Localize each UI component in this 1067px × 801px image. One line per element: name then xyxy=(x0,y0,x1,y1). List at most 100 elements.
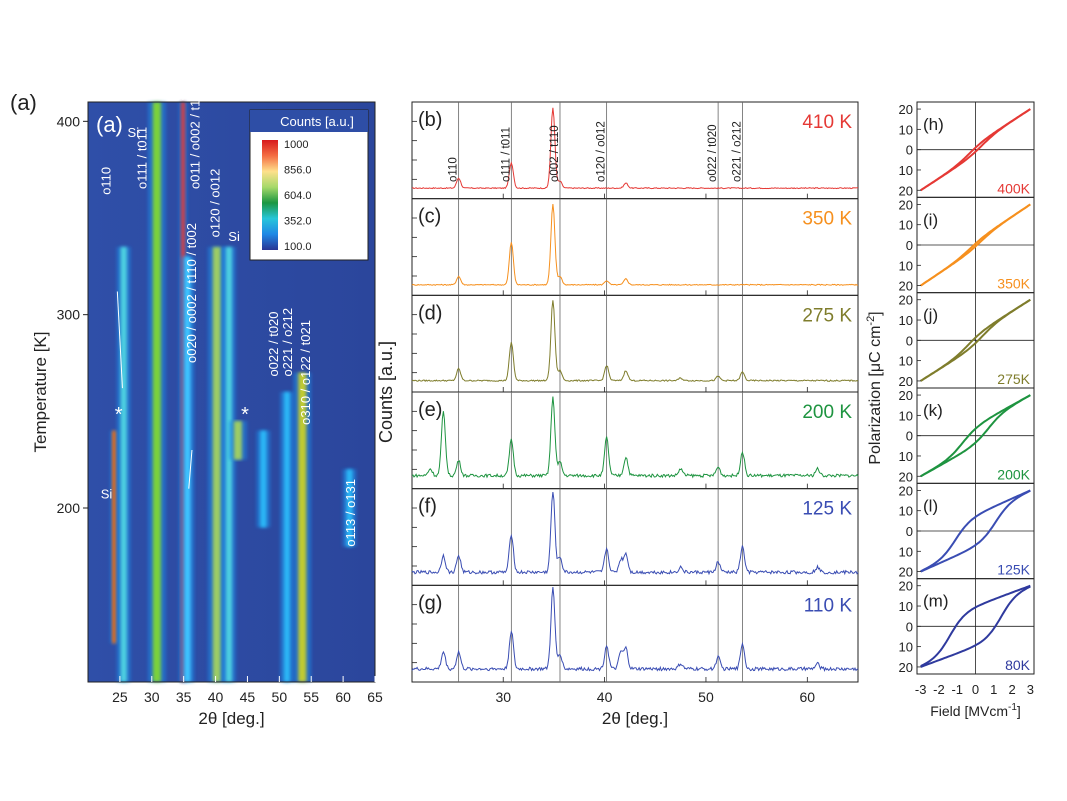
x-tick-label: 35 xyxy=(176,689,192,705)
reference-label: o002 / t110 xyxy=(549,125,561,182)
x-axis-label: 2θ [deg.] xyxy=(198,709,264,728)
xrd-pattern xyxy=(411,396,859,479)
panel-label: (c) xyxy=(418,206,441,228)
y-tick-label: 0 xyxy=(906,429,913,444)
heatmap-ridge xyxy=(120,247,127,682)
heatmap-ridge xyxy=(260,430,267,528)
y-tick-label: 20 xyxy=(899,660,913,675)
label-part: Field [MVcm xyxy=(930,703,1008,719)
x-tick-label: -3 xyxy=(915,682,927,697)
heatmap-ridge xyxy=(225,247,233,682)
xrd-pattern xyxy=(411,492,859,576)
panel-label: (i) xyxy=(923,210,938,229)
reference-label: o022 / t020 xyxy=(707,124,719,182)
peak-annotation: Si xyxy=(101,486,113,501)
x-tick-label: 50 xyxy=(272,689,288,705)
y-tick-label: 10 xyxy=(899,122,913,137)
y-tick-label: 10 xyxy=(899,313,913,328)
hysteresis-branch xyxy=(920,203,1031,287)
x-tick-label: 60 xyxy=(335,689,351,705)
xrd-pattern xyxy=(412,107,858,190)
label-part: Polarization [μC cm xyxy=(867,326,884,465)
y-tick-label: 20 xyxy=(899,293,913,308)
heatmap-frame xyxy=(87,101,376,683)
peak-annotation: o011 / o002 / t110 / t002 xyxy=(188,50,203,189)
peak-annotation: Si xyxy=(228,229,240,244)
peak-annotation: o221 / o212 xyxy=(280,308,295,377)
label-part: ] xyxy=(1017,703,1021,719)
x-tick-label: 55 xyxy=(303,689,319,705)
y-tick-label: 20 xyxy=(899,579,913,594)
y-tick-label: 0 xyxy=(906,333,913,348)
temperature-label: 110 K xyxy=(804,595,853,616)
x-tick-label: 40 xyxy=(597,689,613,705)
y-tick-label: 20 xyxy=(899,279,913,294)
y-tick-label: 20 xyxy=(899,469,913,484)
heatmap-ridge xyxy=(298,372,307,682)
temperature-label: 275 K xyxy=(802,305,852,326)
x-tick-label: 25 xyxy=(112,689,128,705)
temperature-label: 125 K xyxy=(802,499,852,520)
label-sup: -2 xyxy=(865,316,877,326)
temperature-label: 400K xyxy=(997,180,1030,196)
panel-label: (j) xyxy=(923,306,938,325)
annotation-arrow xyxy=(188,449,193,489)
y-axis-label: Polarization [μC cm-2] xyxy=(865,311,884,464)
y-tick-label: 10 xyxy=(899,218,913,233)
annotation-arrow xyxy=(116,291,123,389)
y-tick-label: 20 xyxy=(899,483,913,498)
panel-label: (m) xyxy=(923,592,948,611)
hysteresis-branch xyxy=(920,584,1031,667)
hysteresis-panels: 201001020(h)400K201001020(i)350K20100102… xyxy=(865,101,1035,719)
temperature-label: 275K xyxy=(997,371,1030,387)
reference-label: o221 / o212 xyxy=(731,121,743,182)
panel-label: (k) xyxy=(923,401,943,420)
xrd-subpanel xyxy=(411,584,859,683)
x-tick-label: 50 xyxy=(698,689,714,705)
colorbar-title-bg xyxy=(250,110,368,132)
label-sup: -1 xyxy=(1008,702,1017,713)
y-tick-label: 0 xyxy=(906,143,913,158)
y-tick-label: 20 xyxy=(899,197,913,212)
x-tick-label: 3 xyxy=(1027,682,1034,697)
colorbar-tick-label: 100.0 xyxy=(284,241,312,253)
peak-annotation: o020 / o002 / t110 / t002 xyxy=(184,223,199,363)
figure-label: (a) xyxy=(10,90,37,115)
panel-label: (b) xyxy=(418,109,442,131)
xrd-pattern xyxy=(411,587,859,672)
y-tick-label: 400 xyxy=(57,113,81,129)
y-axis-label: Temperature [K] xyxy=(31,332,50,453)
heatmap-ridge xyxy=(283,392,291,682)
x-tick-label: 65 xyxy=(367,689,383,705)
xrd-subpanel xyxy=(411,101,859,200)
panel-label: (a) xyxy=(96,112,123,137)
x-tick-label: 2 xyxy=(1008,682,1015,697)
hysteresis-branch xyxy=(920,108,1031,192)
x-tick-label: 0 xyxy=(972,682,979,697)
panel-label: (l) xyxy=(923,496,938,515)
xrd-subpanel xyxy=(411,198,859,296)
y-tick-label: 20 xyxy=(899,374,913,389)
x-axis-label: Field [MVcm-1] xyxy=(930,702,1021,719)
x-tick-label: -1 xyxy=(951,682,963,697)
hysteresis-branch xyxy=(920,298,1031,382)
x-tick-label: 30 xyxy=(495,689,511,705)
panel-label: (e) xyxy=(418,399,442,421)
colorbar-title: Counts [a.u.] xyxy=(280,114,354,129)
x-tick-label: 40 xyxy=(208,689,224,705)
x-tick-label: 45 xyxy=(240,689,256,705)
x-tick-label: 30 xyxy=(144,689,160,705)
hysteresis-branch xyxy=(920,489,1031,573)
panel-label: (h) xyxy=(923,115,944,134)
temperature-label: 350K xyxy=(997,276,1030,292)
peak-annotation: o120 / o012 xyxy=(207,169,222,238)
y-tick-label: 20 xyxy=(899,388,913,403)
colorbar-tick-label: 1000 xyxy=(284,139,308,151)
panel-label: (g) xyxy=(418,592,442,614)
xrd-subpanel xyxy=(411,294,859,393)
y-tick-label: 10 xyxy=(899,640,913,655)
y-tick-label: 0 xyxy=(906,238,913,253)
xrd-pattern xyxy=(411,300,859,383)
temperature-label: 200 K xyxy=(802,402,852,423)
y-tick-label: 0 xyxy=(906,524,913,539)
